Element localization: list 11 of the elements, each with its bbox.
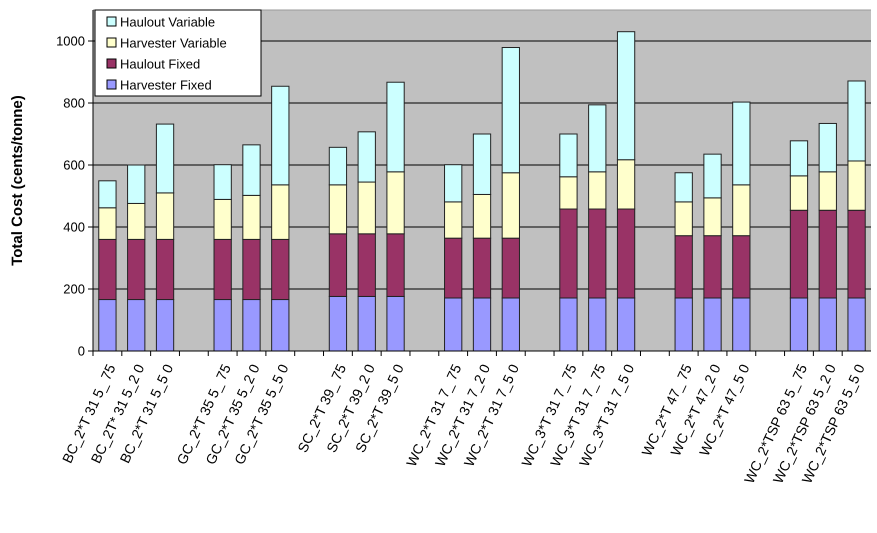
legend-label: Haulout Variable <box>120 14 216 30</box>
y-tick-label: 200 <box>63 282 85 297</box>
y-tick-label: 600 <box>63 158 85 173</box>
y-tick-label: 0 <box>78 344 85 359</box>
legend-label: Harvester Variable <box>120 36 227 51</box>
y-tick-label: 400 <box>63 220 85 235</box>
y-tick-label: 1000 <box>56 34 85 49</box>
legend-label: Harvester Fixed <box>120 78 212 93</box>
legend-label: Haulout Fixed <box>120 56 200 72</box>
y-axis-title: Total Cost (cents/tonne) <box>9 95 26 266</box>
y-tick-label: 800 <box>63 96 85 111</box>
